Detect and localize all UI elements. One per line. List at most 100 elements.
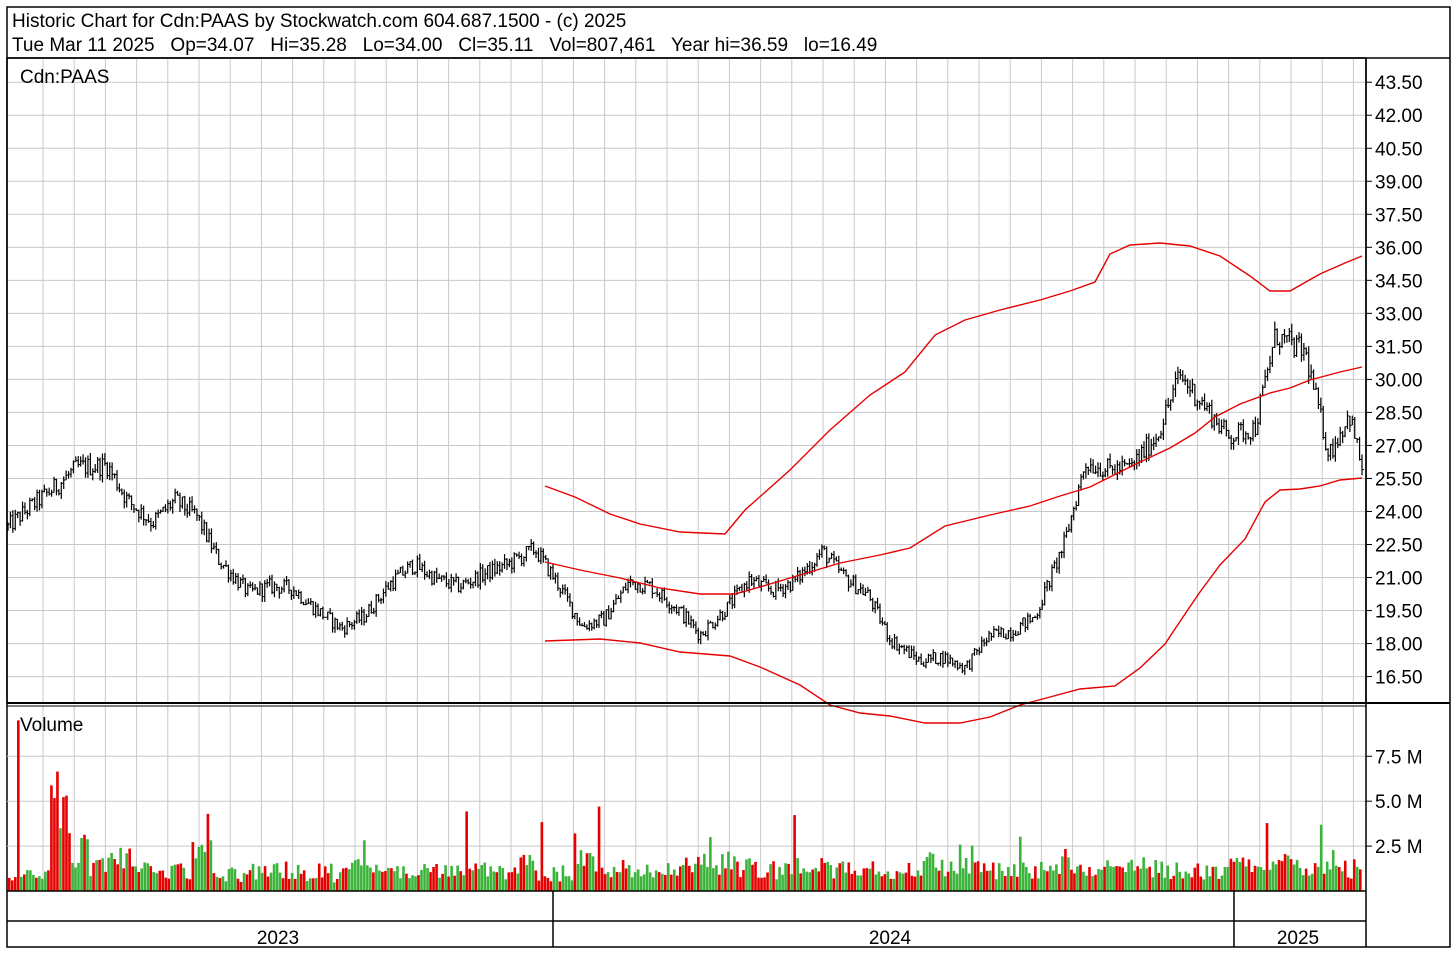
volume-bar — [901, 873, 905, 891]
volume-bar — [417, 875, 420, 891]
volume-bar — [579, 850, 583, 891]
volume-bar — [1325, 861, 1329, 891]
volume-bar — [1256, 866, 1260, 891]
volume-bar — [471, 870, 474, 891]
volume-bar — [988, 870, 992, 891]
price-tick-label: 16.50 — [1375, 668, 1423, 689]
volume-bar — [615, 871, 619, 891]
volume-bar — [958, 844, 962, 891]
volume-bar — [964, 858, 968, 891]
volume-bar — [47, 870, 50, 891]
volume-bar — [1094, 874, 1097, 891]
volume-bar — [239, 881, 243, 891]
volume-bar — [660, 873, 664, 891]
volume-bar — [101, 858, 104, 891]
volume-bar — [534, 870, 538, 891]
volume-bar — [227, 869, 231, 891]
volume-bar — [760, 877, 763, 891]
volume-bar — [657, 872, 661, 891]
volume-bar — [1103, 866, 1106, 891]
volume-bar — [363, 840, 366, 891]
volume-bar — [528, 854, 532, 891]
volume-bar — [919, 875, 923, 891]
volume-bar — [1139, 868, 1142, 891]
volume-bar — [396, 866, 399, 891]
volume-bar — [841, 861, 845, 891]
volume-bar — [1079, 864, 1082, 891]
volume-bar — [302, 870, 306, 891]
volume-bar — [158, 870, 162, 891]
volume-bar — [1244, 866, 1248, 891]
price-tick-label: 33.00 — [1375, 304, 1423, 325]
volume-bar — [35, 877, 38, 891]
symbol-label: Cdn:PAAS — [20, 67, 109, 88]
price-axis-ticks: 43.50 42.00 40.50 39.00 37.50 36.00 34.50 33.00… — [1366, 73, 1423, 689]
volume-bar — [504, 879, 508, 891]
volume-bar — [86, 839, 89, 891]
volume-bar — [952, 870, 956, 891]
volume-bar — [59, 828, 62, 891]
volume-bar — [546, 877, 550, 891]
volume-bar — [281, 878, 285, 891]
volume-bar — [384, 871, 387, 891]
volume-bar — [1058, 873, 1061, 891]
volume-bar — [934, 867, 938, 891]
volume-bar — [862, 868, 866, 891]
volume-bar — [868, 868, 872, 891]
volume-bar — [122, 868, 125, 891]
volume-bar — [44, 871, 47, 891]
volume-bar — [116, 864, 119, 891]
volume-bar — [793, 815, 796, 891]
volume-bar — [230, 867, 234, 891]
volume-bar — [423, 864, 426, 891]
volume-bar — [648, 872, 652, 891]
volume-bar — [730, 869, 733, 891]
volume-bar — [498, 865, 502, 891]
volume-bar — [1307, 875, 1311, 891]
volume-bar — [558, 881, 562, 891]
volume-bar — [1247, 859, 1251, 891]
volume-bar — [251, 863, 255, 891]
volume-bar — [1031, 878, 1034, 891]
volume-bar — [606, 872, 610, 891]
volume-bar — [618, 872, 622, 891]
volume-bar — [20, 876, 23, 891]
volume-bar — [688, 865, 691, 891]
volume-bar — [176, 864, 180, 891]
volume-bar — [1061, 856, 1064, 891]
volume-bar — [549, 881, 553, 891]
volume-bar — [859, 875, 863, 891]
volume-bar — [639, 876, 643, 891]
volume-bar — [1301, 875, 1305, 891]
volume-bar — [489, 866, 493, 891]
volume-bar — [555, 871, 559, 891]
volume-bar — [1052, 870, 1055, 891]
volume-bar — [438, 877, 441, 891]
volume-bar — [341, 868, 345, 891]
volume-bar — [98, 859, 101, 891]
volume-bar — [603, 874, 607, 891]
volume-bar — [1145, 868, 1148, 891]
volume-bar — [712, 868, 715, 891]
volume-bar — [1229, 858, 1233, 891]
volume-bar — [724, 868, 727, 891]
volume-bar — [1241, 857, 1245, 891]
volume-bar — [1193, 867, 1197, 891]
volume-bar — [1211, 866, 1215, 891]
volume-bar — [865, 868, 869, 891]
volume-bar — [206, 813, 210, 891]
volume-bar — [642, 874, 646, 891]
volume-bar — [573, 833, 577, 891]
volume-bar — [531, 860, 535, 891]
volume-bar — [886, 871, 890, 891]
volume-bar — [441, 873, 444, 891]
volume-bar — [215, 876, 219, 891]
volume-bar — [456, 865, 459, 891]
volume-bar — [1187, 873, 1191, 891]
volume-bar — [781, 874, 784, 891]
volume-bar — [405, 873, 408, 891]
volume-bar — [381, 871, 384, 891]
volume-bar — [1034, 866, 1037, 891]
volume-bar — [492, 871, 496, 891]
price-tick-label: 42.00 — [1375, 106, 1423, 127]
